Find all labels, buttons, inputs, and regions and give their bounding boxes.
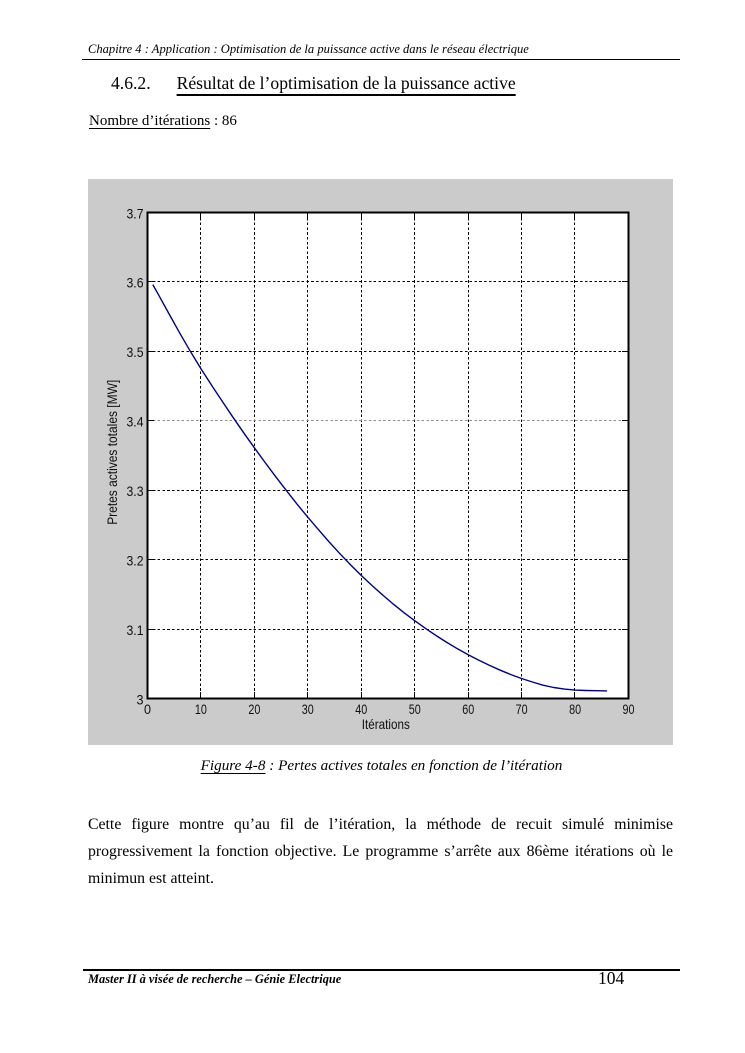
svg-text:80: 80 [569,701,581,717]
svg-text:3.2: 3.2 [127,552,144,568]
svg-text:50: 50 [409,701,421,717]
svg-text:Pretes actives totales [MW]: Pretes actives totales [MW] [104,380,120,525]
svg-text:0: 0 [144,701,151,717]
svg-text:20: 20 [248,701,260,717]
svg-text:3.3: 3.3 [127,483,144,499]
svg-text:40: 40 [355,701,367,717]
svg-text:3: 3 [137,691,144,707]
svg-text:30: 30 [302,701,314,717]
svg-text:10: 10 [195,701,207,717]
svg-text:90: 90 [623,701,635,717]
svg-text:Itérations: Itérations [362,716,410,732]
svg-text:3.6: 3.6 [127,275,144,291]
svg-text:3.5: 3.5 [127,344,144,360]
svg-text:70: 70 [516,701,528,717]
svg-text:60: 60 [462,701,474,717]
svg-text:3.1: 3.1 [127,622,144,638]
svg-text:3.7: 3.7 [127,205,144,221]
svg-text:3.4: 3.4 [127,414,144,430]
